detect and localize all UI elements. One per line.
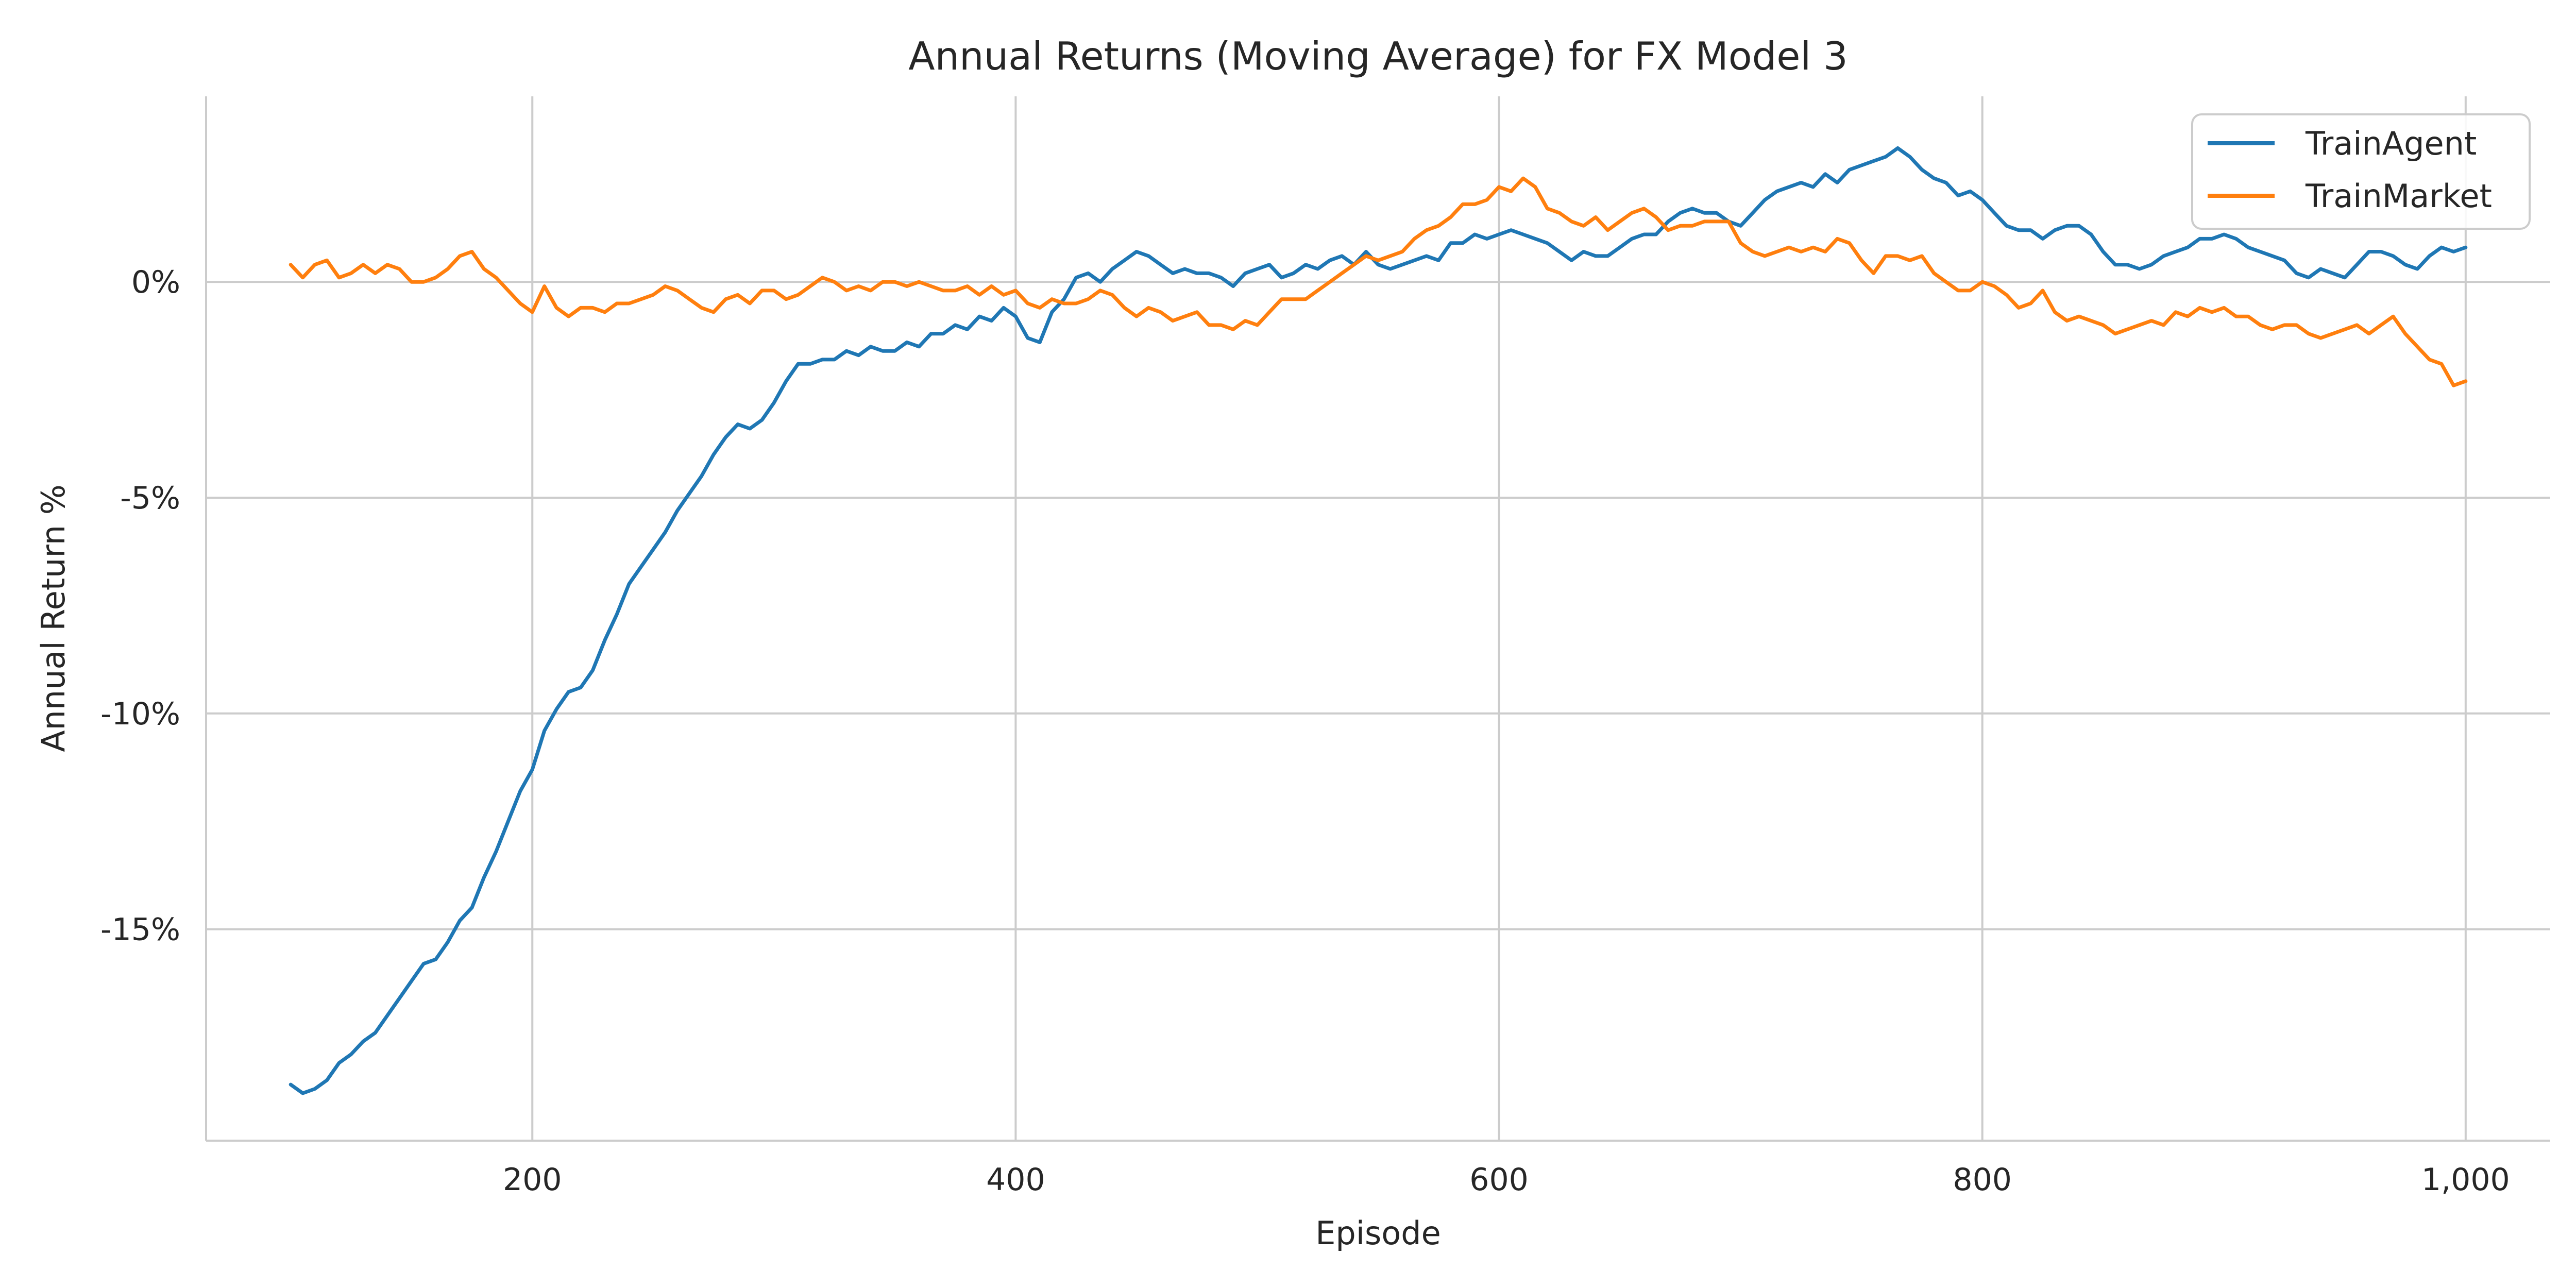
series-lines — [289, 146, 2468, 1095]
x-tick-label: 200 — [503, 1162, 562, 1198]
series-line-trainmarket — [289, 176, 2468, 387]
x-tick-label: 800 — [1953, 1162, 2012, 1198]
x-axis-label: Episode — [1315, 1214, 1441, 1252]
legend: TrainAgent TrainMarket — [2191, 113, 2531, 230]
x-tick-label: 1,000 — [2421, 1162, 2510, 1198]
legend-label-trainmarket: TrainMarket — [2305, 177, 2492, 215]
chart-title: Annual Returns (Moving Average) for FX M… — [908, 33, 1848, 79]
y-tick-label: -10% — [100, 696, 180, 732]
series-line-trainagent — [289, 146, 2468, 1095]
x-tick-labels: 200 400 600 800 1,000 — [503, 1162, 2510, 1198]
y-axis-label: Annual Return % — [35, 484, 72, 752]
y-tick-label: -15% — [100, 912, 180, 948]
legend-label-trainagent: TrainAgent — [2305, 125, 2477, 162]
grid-lines — [206, 96, 2550, 1141]
legend-box — [2191, 113, 2531, 230]
x-tick-label: 600 — [1469, 1162, 1529, 1198]
x-tick-label: 400 — [986, 1162, 1045, 1198]
y-tick-label: -5% — [120, 480, 180, 516]
y-tick-label: 0% — [131, 264, 180, 300]
y-tick-labels: 0% -5% -10% -15% — [100, 264, 180, 947]
